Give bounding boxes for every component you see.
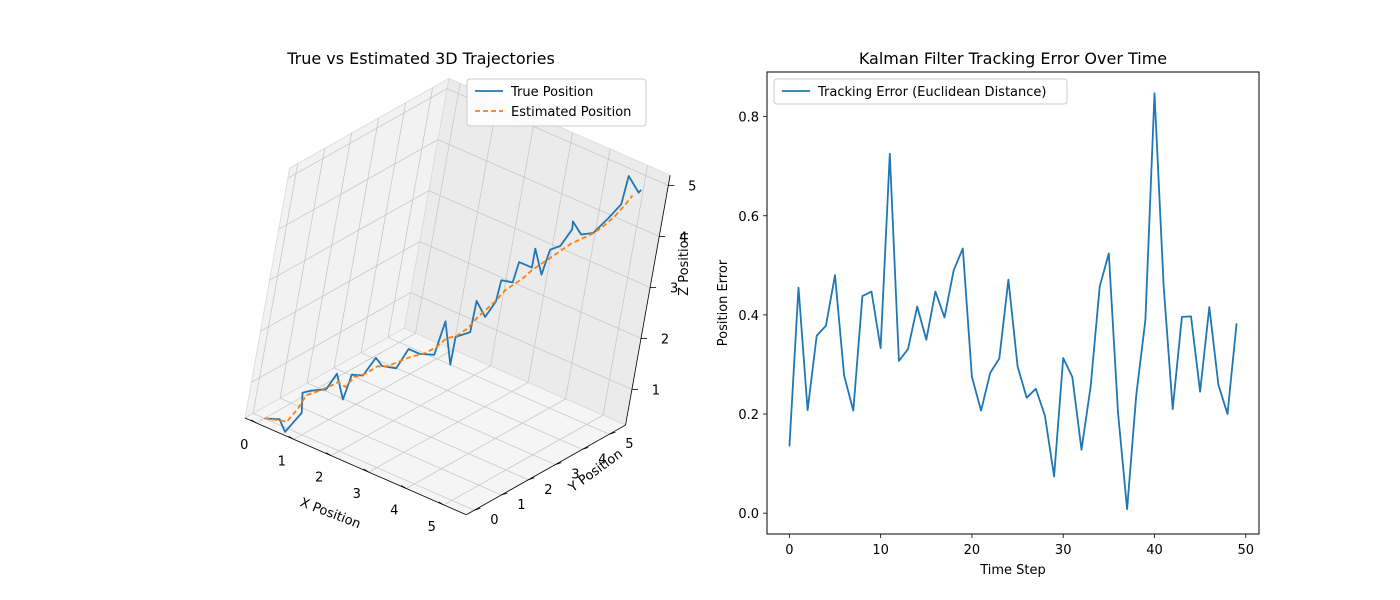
- x-tick-3d: [288, 435, 294, 440]
- x-tick-label-3d: 2: [315, 471, 323, 486]
- grid-y-wall: [252, 163, 299, 414]
- y-axis-line-3d: [466, 424, 626, 516]
- grid-y-wall: [387, 87, 434, 338]
- y-tick-label: 0.4: [738, 309, 759, 324]
- legend-3d: True Position Estimated Position: [466, 78, 647, 127]
- grid-x-wall: [602, 165, 649, 416]
- x-tick-3d: [326, 452, 332, 457]
- grid-z-ywall: [428, 190, 651, 288]
- x-tick-label-3d: 1: [278, 454, 286, 469]
- x-tick-3d: [438, 501, 444, 506]
- grid-y-floor: [252, 413, 475, 511]
- legend-true-label: True Position: [510, 85, 593, 100]
- x-tick-3d: [401, 485, 407, 489]
- y-tick-label-3d: 1: [517, 498, 525, 513]
- z-axis-label-3d: Z Position: [677, 232, 692, 296]
- 3d-series-lines: [264, 175, 642, 433]
- z-axis-line-3d: [625, 175, 671, 426]
- x-tick-label: 0: [785, 543, 793, 558]
- x-tick-label-3d: 4: [390, 504, 398, 519]
- grid-z-xwall: [260, 241, 420, 332]
- x-tick-3d: [251, 419, 257, 424]
- grid-z-ywall: [437, 139, 660, 237]
- grid-y-wall: [360, 102, 407, 353]
- grid-x-wall: [565, 148, 611, 399]
- y-tick-label: 0.6: [738, 210, 759, 225]
- legend-error-label: Tracking Error (Euclidean Distance): [817, 85, 1046, 100]
- x-tick-label: 40: [1146, 543, 1163, 558]
- error-x-axis-label: Time Step: [979, 563, 1046, 578]
- 3d-axes-panes: [244, 77, 671, 516]
- x-tick-label: 50: [1237, 543, 1254, 558]
- grid-x-wall: [452, 99, 499, 350]
- x-tick-label-3d: 5: [428, 520, 436, 535]
- y-tick-label-3d: 3: [571, 468, 579, 483]
- legend-estimated-label: Estimated Position: [511, 105, 631, 120]
- grid-x-floor: [293, 349, 454, 440]
- error-plot-title: Kalman Filter Tracking Error Over Time: [859, 49, 1167, 68]
- x-tick-label-3d: 0: [240, 438, 248, 453]
- y-tick-label-3d: 2: [544, 483, 552, 498]
- grid-y-floor: [279, 397, 502, 496]
- tracking-error-plot: Kalman Filter Tracking Error Over Time 0…: [716, 49, 1260, 578]
- x-tick-label: 20: [964, 543, 981, 558]
- trajectory-plot-title: True vs Estimated 3D Trajectories: [286, 49, 555, 68]
- error-series-line: [788, 92, 1238, 511]
- grid-x-wall: [415, 83, 461, 334]
- grid-x-floor: [368, 382, 529, 473]
- y-tick-3d: [582, 447, 589, 450]
- error-plot-frame: [766, 71, 1260, 535]
- x-axis-line-3d: [244, 417, 467, 516]
- estimated-position-line: [264, 194, 634, 423]
- grid-z-xwall: [287, 88, 448, 179]
- y-tick-label-3d: 5: [625, 437, 633, 452]
- y-tick-label: 0.0: [738, 507, 759, 522]
- grid-y-wall: [333, 117, 380, 368]
- grid-z-xwall: [269, 190, 430, 281]
- grid-z-xwall: [251, 292, 411, 383]
- x-tick-label: 10: [872, 543, 889, 558]
- grid-z-xwall: [278, 139, 439, 230]
- error-plot-ticks: 0 10 20 30 40 50 0.0 0.2 0.4 0.6 0.8: [738, 111, 1254, 558]
- error-y-axis-label: Position Error: [716, 259, 731, 346]
- z-tick-label-3d: 1: [652, 383, 660, 398]
- y-tick-3d: [501, 492, 508, 496]
- legend-3d-box: [466, 78, 647, 127]
- grid-z-ywall: [419, 241, 642, 339]
- grid-z-ywall: [410, 292, 633, 390]
- x-tick-3d: [363, 468, 369, 473]
- grid-x-wall: [490, 116, 536, 367]
- x-tick-label-3d: 3: [353, 487, 361, 502]
- y-tick-3d: [555, 462, 562, 465]
- grid-y-floor: [333, 367, 556, 465]
- z-tick-label-3d: 3: [670, 281, 678, 296]
- z-tick-label-3d: 4: [679, 230, 687, 245]
- grid-y-wall: [306, 133, 353, 384]
- y-tick-3d: [609, 431, 616, 435]
- true-position-line: [264, 175, 642, 433]
- y-tick-3d: [528, 477, 535, 481]
- z-tick-label-3d: 2: [661, 332, 669, 347]
- y-tick-3d: [474, 507, 481, 511]
- grid-y-floor: [360, 352, 583, 450]
- y-tick-label-3d: 0: [490, 513, 498, 528]
- 3d-ticks: 0 1 2 3 4 5 0 1 2 3 4 5 1 2 3 4 5: [240, 175, 696, 535]
- z-tick-label-3d: 5: [688, 179, 696, 194]
- y-tick-label: 0.2: [738, 408, 759, 423]
- grid-x-floor: [256, 332, 416, 424]
- legend-error: Tracking Error (Euclidean Distance): [773, 78, 1068, 105]
- grid-x-floor: [443, 414, 604, 506]
- y-tick-label-3d: 4: [598, 452, 606, 467]
- y-tick-label: 0.8: [738, 111, 759, 126]
- legend-error-box: [773, 78, 1068, 105]
- x-tick-label: 30: [1055, 543, 1072, 558]
- grid-x-floor: [406, 398, 566, 489]
- grid-y-wall: [279, 148, 326, 399]
- grid-x-floor: [331, 365, 491, 457]
